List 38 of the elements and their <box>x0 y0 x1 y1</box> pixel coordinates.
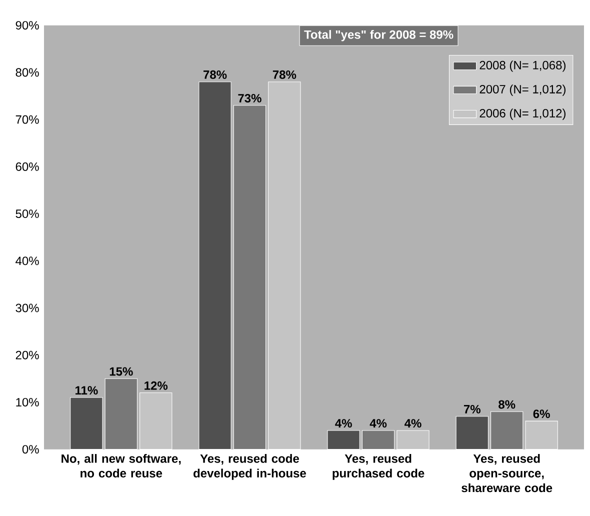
y-tick-label: 60% <box>16 162 39 171</box>
data-label: 4% <box>370 419 387 428</box>
data-label: 4% <box>335 419 352 428</box>
y-tick-label: 30% <box>16 304 39 312</box>
y-tick-label: 90% <box>16 21 39 30</box>
bar <box>140 392 172 450</box>
data-label: 7% <box>464 404 480 414</box>
x-tick-label: Yes, reused purchased code <box>332 454 424 480</box>
data-label: 4% <box>404 419 422 428</box>
bar <box>198 82 232 450</box>
x-tick-label: No, all new software, no code reuse <box>62 454 181 478</box>
x-tick-label: Yes, reused open-source, shareware code <box>462 454 552 492</box>
y-tick-label: 0% <box>22 445 39 454</box>
legend-label: 2008 (N= 1,068) <box>480 60 566 72</box>
data-label: 78% <box>204 70 227 79</box>
data-label: 15% <box>110 367 133 376</box>
x-tick-label: Yes, reused code developed in-house <box>194 454 306 480</box>
data-label: 78% <box>272 70 296 79</box>
y-tick-label: 70% <box>16 115 39 124</box>
y-tick-label: 80% <box>16 68 39 77</box>
bar <box>362 430 395 450</box>
bar <box>396 430 430 450</box>
annotation: Total "yes" for 2008 = 89% <box>304 30 454 42</box>
bar <box>456 416 488 450</box>
data-label: 12% <box>144 381 168 390</box>
legend-label: 2006 (N= 1,012) <box>480 108 566 120</box>
data-label: 6% <box>533 410 550 418</box>
y-tick-label: 50% <box>16 210 39 218</box>
y-tick-label: 40% <box>16 256 39 266</box>
bar <box>327 430 360 450</box>
bar <box>233 105 266 450</box>
data-label: 73% <box>238 94 262 102</box>
data-label: 11% <box>76 386 98 395</box>
legend-label: 2007 (N= 1,012) <box>480 84 566 96</box>
y-tick-label: 20% <box>16 350 39 360</box>
bar <box>268 82 301 450</box>
y-tick-label: 10% <box>16 398 39 406</box>
data-label: 8% <box>498 400 516 409</box>
